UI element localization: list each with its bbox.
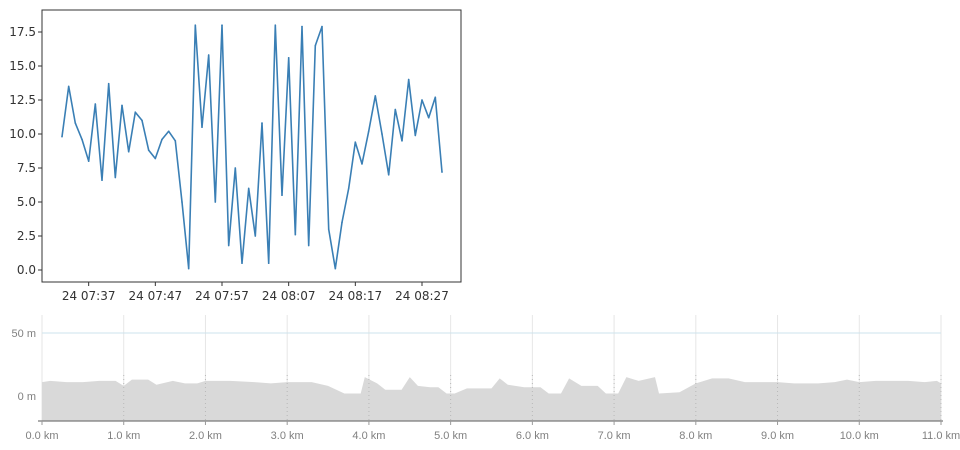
speed-point xyxy=(201,126,203,128)
speed-point xyxy=(281,194,283,196)
x-tick-label: 5.0 km xyxy=(434,430,467,442)
speed-point xyxy=(81,138,83,141)
speed-point xyxy=(347,187,350,190)
x-tick-label: 24 07:57 xyxy=(195,289,249,303)
speed-point xyxy=(187,267,190,270)
speed-line-chart: 0.0 2.5 5.0 7.5 10.0 12.5 15.0 17.5 24 07:37 24 0… xyxy=(9,9,462,303)
y-tick-label: 2.5 xyxy=(17,229,36,243)
speed-point xyxy=(114,176,117,179)
y-tick-label: 50 m xyxy=(12,328,36,340)
x-tick-label: 24 07:37 xyxy=(62,289,116,303)
speed-point xyxy=(307,244,310,247)
speed-point xyxy=(107,82,110,85)
speed-point xyxy=(414,134,417,137)
x-tick-label: 24 08:17 xyxy=(328,289,382,303)
speed-point xyxy=(334,267,337,270)
speed-point xyxy=(234,167,237,169)
speed-point xyxy=(374,95,377,97)
speed-point xyxy=(207,54,210,56)
speed-point xyxy=(134,111,137,113)
speed-point xyxy=(294,233,297,236)
speed-point xyxy=(147,149,150,152)
speed-point xyxy=(394,108,397,111)
speed-point xyxy=(321,25,323,28)
x-tick-label: 24 07:47 xyxy=(128,289,182,303)
speed-point xyxy=(341,221,343,224)
speed-point xyxy=(381,133,383,135)
speed-point xyxy=(301,25,303,28)
speed-point xyxy=(274,24,277,27)
speed-point xyxy=(267,262,270,265)
speed-point xyxy=(407,78,410,81)
speed-point xyxy=(161,138,163,141)
speed-point xyxy=(174,140,177,142)
speed-point xyxy=(427,116,430,119)
speed-point xyxy=(421,99,423,101)
speed-point xyxy=(61,135,63,138)
y-tick-label: 10.0 xyxy=(9,127,36,141)
speed-point xyxy=(387,174,390,176)
x-tick-label: 3.0 km xyxy=(271,430,304,442)
speed-point xyxy=(287,57,290,59)
x-tick-label: 6.0 km xyxy=(516,430,549,442)
speed-point xyxy=(167,130,170,133)
speed-point xyxy=(361,163,363,165)
y-tick-label: 12.5 xyxy=(9,93,36,107)
speed-point xyxy=(101,179,103,181)
speed-point xyxy=(327,228,330,230)
speed-point xyxy=(247,187,250,190)
speed-point xyxy=(354,141,357,143)
x-tick-label: 1.0 km xyxy=(107,430,140,442)
x-tick-label: 11.0 km xyxy=(922,430,960,442)
speed-point xyxy=(314,44,317,47)
speed-point xyxy=(434,96,437,99)
speed-point xyxy=(87,160,90,162)
speed-point xyxy=(401,140,403,142)
y-tick-label: 7.5 xyxy=(17,161,36,175)
x-tick-label: 7.0 km xyxy=(598,430,631,442)
y-tick-label: 17.5 xyxy=(9,25,36,39)
x-tick-label: 8.0 km xyxy=(679,430,712,442)
speed-point xyxy=(121,104,123,107)
speed-point xyxy=(154,157,157,160)
speed-point xyxy=(221,24,223,27)
speed-point xyxy=(441,171,443,173)
plot-frame xyxy=(41,9,462,283)
x-tick-label: 4.0 km xyxy=(352,430,385,442)
speed-point xyxy=(181,201,183,203)
speed-point xyxy=(94,103,97,105)
speed-point xyxy=(254,235,257,237)
elevation-area-chart: 0 m 50 m 0.0 km 1.0 km 2.0 km 3.0 km 4.0 km 5.0… xyxy=(12,315,960,442)
x-tick-label: 2.0 km xyxy=(189,430,222,442)
x-tick-label: 9.0 km xyxy=(761,430,794,442)
y-tick-label: 15.0 xyxy=(9,59,36,73)
speed-point xyxy=(227,244,230,247)
speed-point xyxy=(127,150,130,153)
speed-point xyxy=(74,122,77,124)
speed-point xyxy=(367,130,370,133)
speed-point xyxy=(261,122,263,124)
speed-point xyxy=(141,119,143,122)
x-tick-label: 10.0 km xyxy=(840,430,879,442)
y-tick-label: 0 m xyxy=(18,391,36,403)
elevation-area xyxy=(42,377,941,421)
x-tick-label: 24 08:27 xyxy=(395,289,449,303)
speed-point xyxy=(67,85,70,88)
speed-point xyxy=(241,262,243,265)
speed-series-line xyxy=(61,24,443,270)
x-tick-label: 0.0 km xyxy=(25,430,58,442)
x-tick-label: 24 08:07 xyxy=(262,289,316,303)
y-tick-label: 5.0 xyxy=(17,195,36,209)
speed-point xyxy=(214,201,217,203)
y-tick-label: 0.0 xyxy=(17,263,36,277)
speed-point xyxy=(194,24,197,27)
